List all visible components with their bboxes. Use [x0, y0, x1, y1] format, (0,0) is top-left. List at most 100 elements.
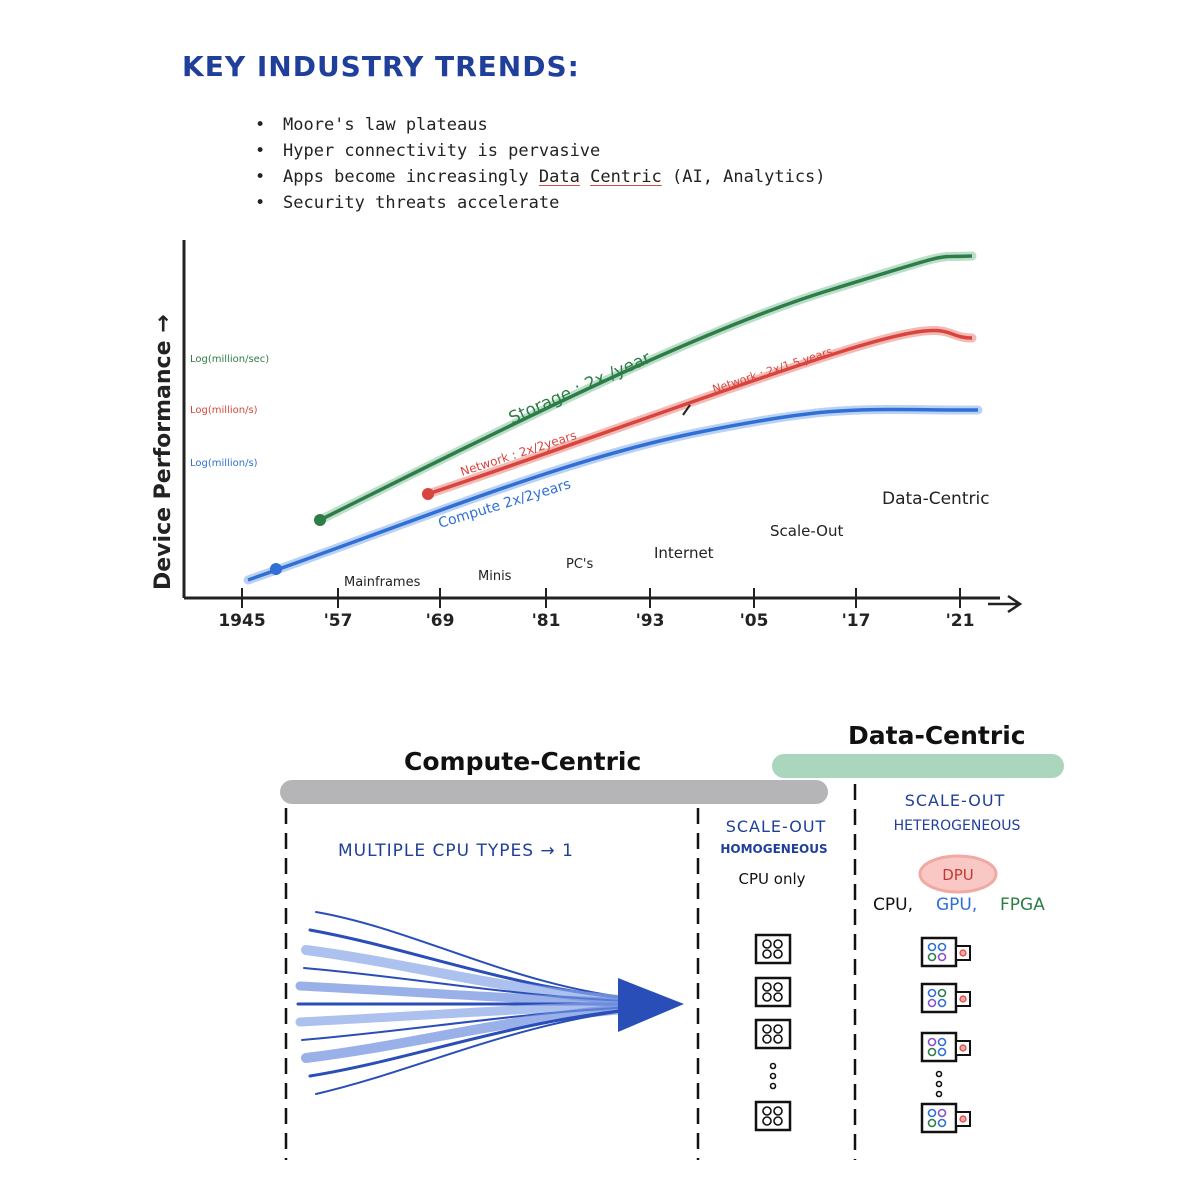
converging-streams-icon [295, 911, 655, 1095]
hetero-server-icon [920, 1102, 971, 1134]
chip [762, 939, 772, 949]
x-tick-label: '17 [842, 611, 871, 631]
compute-centric-bar [280, 780, 828, 804]
server-box [920, 982, 958, 1014]
compute-centric-title: Compute-Centric [404, 747, 641, 776]
era-label: Scale-Out [770, 522, 844, 540]
x-axis-arrow-icon [988, 594, 1023, 614]
storage-curve [319, 254, 973, 522]
cpu-server-icon [754, 1018, 792, 1050]
cpu-server-icon [754, 976, 792, 1008]
chip [762, 982, 772, 992]
compute-curve [247, 407, 979, 582]
chip [773, 1024, 783, 1034]
fpga-label: FPGA [1000, 895, 1045, 915]
chip [773, 1034, 783, 1044]
chip [773, 1106, 783, 1116]
server-box [920, 1031, 958, 1063]
server-box [920, 936, 958, 968]
performance-chart: Device Performance → Log(million/sec) Lo… [151, 240, 1023, 631]
compute-curve-glow [243, 404, 983, 585]
y-axis-label: Device Performance → [151, 314, 176, 590]
dpu-highlight [918, 854, 998, 894]
chip [762, 1116, 772, 1126]
dpu-chip [959, 1044, 967, 1052]
chip [937, 1118, 947, 1128]
x-tick-label: '05 [740, 611, 769, 631]
era-label: Minis [478, 569, 512, 584]
chip [762, 1106, 772, 1116]
chip [773, 939, 783, 949]
x-tick-label: '57 [324, 611, 353, 631]
chip [937, 1047, 947, 1057]
chip [927, 952, 937, 962]
storage-curve-label: Storage : 2x /year [506, 348, 654, 428]
dpu-label: DPU [942, 866, 974, 884]
ellipsis-icon [769, 1062, 777, 1090]
era-label: PC's [566, 557, 593, 572]
chip [937, 1037, 947, 1047]
x-tick-label: '93 [636, 611, 665, 631]
network-break-mark [682, 404, 691, 416]
x-tick-label: '21 [946, 611, 975, 631]
chip [937, 952, 947, 962]
dividers [284, 784, 857, 1160]
x-tick-labels: 1945 '57 '69 '81 '93 '05 '17 '21 [218, 611, 974, 631]
server-box [754, 976, 792, 1008]
network-unit-label: Log(million/s) [190, 405, 258, 416]
gpu-label: GPU, [936, 895, 977, 915]
data-centric-bar [772, 754, 1064, 778]
chip [773, 1116, 783, 1126]
dpu-chip [959, 949, 967, 957]
chip [773, 949, 783, 959]
list-item-text: Apps become increasingly [283, 167, 529, 187]
server-box [754, 1100, 792, 1132]
ellipsis-dot [769, 1062, 777, 1070]
scale-out-hetero-label: SCALE-OUT [905, 791, 1006, 810]
dpu-chip [959, 995, 967, 1003]
chip [937, 1108, 947, 1118]
chip [927, 1118, 937, 1128]
network-curve [427, 328, 973, 496]
arrow-head-icon [618, 978, 684, 1032]
x-tick-label: '81 [532, 611, 561, 631]
cpu-server-icon [754, 1100, 792, 1132]
chip [762, 1024, 772, 1034]
homogeneous-label: HOMOGENEOUS [720, 842, 827, 856]
network-later-curve-label: Network : 2x/1.5 years [711, 345, 834, 396]
list-item: Security threats accelerate [255, 190, 826, 216]
storage-curve-glow [315, 251, 977, 525]
hetero-server-stack [920, 936, 971, 1134]
chip [937, 998, 947, 1008]
stream [315, 1007, 651, 1095]
hetero-server-icon [920, 936, 971, 968]
trend-list: Moore's law plateaus Hyper connectivity … [255, 112, 826, 216]
multiple-cpu-label: MULTIPLE CPU TYPES → 1 [338, 841, 574, 861]
data-centric-title: Data-Centric [848, 721, 1026, 750]
centric-word: Centric [590, 167, 662, 187]
chip [762, 949, 772, 959]
hetero-server-icon [920, 982, 971, 1014]
list-item: Hyper connectivity is pervasive [255, 138, 826, 164]
chip [937, 988, 947, 998]
x-tick-label: '69 [426, 611, 455, 631]
era-label: Mainframes [344, 575, 421, 590]
storage-start-dot [314, 514, 326, 526]
chip [927, 942, 937, 952]
x-ticks [241, 588, 961, 608]
chip [927, 1108, 937, 1118]
hetero-server-icon [920, 1031, 971, 1063]
architecture-diagram: Compute-Centric Data-Centric MULTIPLE CP… [280, 721, 1064, 1160]
compute-start-dot [270, 563, 282, 575]
x-tick-label: 1945 [218, 611, 265, 631]
server-box [754, 1018, 792, 1050]
heterogeneous-label: HETEROGENEOUS [894, 818, 1021, 834]
cpu-label: CPU, [873, 895, 913, 915]
server-box [920, 1102, 958, 1134]
list-item: Apps become increasingly Data Centric (A… [255, 164, 826, 190]
server-box [754, 933, 792, 965]
chip [927, 998, 937, 1008]
ellipsis-icon [935, 1070, 943, 1098]
data-word: Data [538, 167, 580, 187]
